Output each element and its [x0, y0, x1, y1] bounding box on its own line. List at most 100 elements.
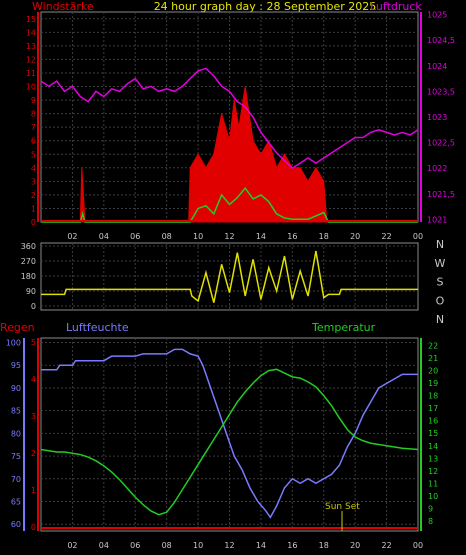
pressure-tick-label: 1023,5 — [427, 87, 455, 96]
sunset-label: Sun Set — [325, 502, 360, 512]
x-tick-label: 18 — [319, 541, 329, 550]
direction-tick-label: 90 — [26, 287, 36, 296]
graph-date-title: 24 hour graph day : 28 September 2025 — [154, 0, 377, 13]
pressure-tick-label: 1021,5 — [427, 190, 455, 199]
x-tick-label: 10 — [193, 541, 203, 550]
temperature-tick-label: 11 — [428, 479, 438, 488]
humidity-tick-label: 70 — [11, 475, 21, 484]
direction-tick-label: 270 — [21, 257, 36, 266]
direction-letter: N — [436, 238, 444, 251]
rain-tick-label: 2 — [31, 449, 36, 458]
humidity-label: Luftfeuchte — [66, 321, 129, 334]
pressure-tick-label: 1022 — [427, 164, 447, 173]
temperature-tick-label: 12 — [428, 467, 438, 476]
wind-tick-label: 12 — [26, 55, 36, 64]
x-tick-label: 14 — [256, 232, 266, 241]
humidity-series — [41, 348, 418, 519]
rain-tick-label: 4 — [31, 375, 36, 384]
x-tick-label: 12 — [224, 232, 234, 241]
temperature-tick-label: 9 — [428, 504, 433, 513]
rain-tick-label: 0 — [31, 523, 36, 532]
pressure-tick-label: 1024 — [427, 62, 447, 71]
wind-tick-label: 15 — [26, 15, 36, 24]
x-tick-label: 22 — [381, 541, 391, 550]
x-tick-label: 20 — [350, 541, 360, 550]
rain-tick-label: 1 — [31, 486, 36, 495]
x-tick-label: 00 — [413, 232, 423, 241]
x-tick-label: 18 — [319, 232, 329, 241]
temperature-label: Temperatur — [311, 321, 376, 334]
x-tick-label: 04 — [99, 232, 109, 241]
humidity-tick-label: 75 — [11, 452, 21, 461]
direction-tick-label: 180 — [21, 272, 36, 281]
wind-tick-label: 2 — [31, 191, 36, 200]
x-tick-label: 02 — [67, 232, 77, 241]
x-tick-label: 04 — [99, 541, 109, 550]
rain-tick-label: 3 — [31, 412, 36, 421]
wind-tick-label: 1 — [31, 204, 36, 213]
temperature-tick-label: 19 — [428, 379, 438, 388]
direction-letter: W — [435, 257, 446, 270]
direction-letter: S — [437, 276, 444, 289]
pressure-tick-label: 1023 — [427, 113, 447, 122]
temperature-tick-label: 14 — [428, 442, 438, 451]
wind-tick-label: 6 — [31, 137, 36, 146]
temperature-tick-label: 15 — [428, 429, 438, 438]
temperature-tick-label: 13 — [428, 454, 438, 463]
wind-tick-label: 8 — [31, 110, 36, 119]
humidity-tick-label: 95 — [11, 361, 21, 370]
humidity-tick-label: 60 — [11, 520, 21, 529]
temperature-tick-label: 8 — [428, 517, 433, 526]
rain-label: Regen — [0, 321, 35, 334]
temperature-tick-label: 17 — [428, 404, 438, 413]
pressure-title: Luftdruck — [370, 0, 422, 13]
pressure-series — [40, 67, 419, 170]
humidity-tick-label: 85 — [11, 407, 21, 416]
pressure-tick-label: 1025 — [427, 11, 447, 20]
wind-pressure-panel: 012345678910111213141510211021,510221022… — [26, 11, 455, 227]
pressure-tick-label: 1022,5 — [427, 139, 455, 148]
humidity-tick-label: 80 — [11, 429, 21, 438]
wind-tick-label: 14 — [26, 28, 36, 37]
x-tick-label: 14 — [256, 541, 266, 550]
x-tick-label: 08 — [162, 232, 172, 241]
x-tick-label: 12 — [224, 541, 234, 550]
temperature-series — [40, 368, 419, 516]
temperature-tick-label: 10 — [428, 492, 438, 501]
temperature-tick-label: 16 — [428, 417, 438, 426]
humidity-tick-label: 90 — [11, 384, 21, 393]
x-tick-label: 22 — [381, 232, 391, 241]
wind-tick-label: 4 — [31, 164, 36, 173]
wind-tick-label: 9 — [31, 96, 36, 105]
direction-letter: O — [436, 294, 445, 307]
x-tick-label: 10 — [193, 232, 203, 241]
wind-tick-label: 11 — [26, 69, 36, 78]
pressure-tick-label: 1021 — [427, 215, 447, 224]
wind-tick-label: 5 — [31, 150, 36, 159]
direction-tick-label: 0 — [31, 302, 36, 311]
x-tick-label: 02 — [67, 541, 77, 550]
temperature-tick-label: 22 — [428, 342, 438, 351]
wind-tick-label: 7 — [31, 123, 36, 132]
x-tick-label: 16 — [287, 541, 297, 550]
wind-tick-label: 10 — [26, 83, 36, 92]
temperature-humidity-panel: Regen Luftfeuchte Temperatur 60657075808… — [0, 321, 438, 532]
wind-speed-series — [41, 86, 418, 223]
wind-tick-label: 3 — [31, 177, 36, 186]
direction-tick-label: 360 — [21, 242, 36, 251]
x-tick-label: 06 — [130, 232, 140, 241]
x-tick-label: 06 — [130, 541, 140, 550]
wind-title: Windstärke — [32, 0, 94, 13]
x-tick-label: 20 — [350, 232, 360, 241]
humidity-tick-label: 100 — [6, 339, 21, 348]
x-tick-label: 08 — [162, 541, 172, 550]
wind-tick-label: 0 — [31, 218, 36, 227]
temperature-tick-label: 21 — [428, 354, 438, 363]
pressure-tick-label: 1024,5 — [427, 36, 455, 45]
x-tick-label: 16 — [287, 232, 297, 241]
humidity-tick-label: 65 — [11, 497, 21, 506]
temperature-tick-label: 18 — [428, 392, 438, 401]
wind-direction-series — [41, 250, 418, 303]
